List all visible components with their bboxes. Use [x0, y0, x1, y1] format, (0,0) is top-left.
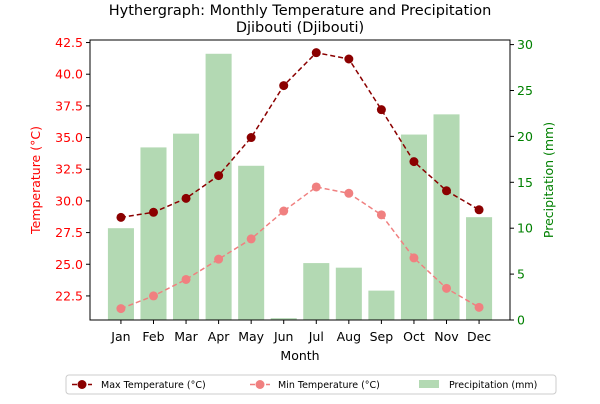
x-tick-label: Jul [308, 329, 324, 344]
x-tick-label: Dec [467, 329, 491, 344]
max-temp-point-mar [181, 193, 191, 203]
x-tick-label: Jun [273, 329, 294, 344]
right-tick-label: 0 [517, 313, 525, 328]
x-tick-label: Aug [337, 329, 361, 344]
left-tick-label: 35.0 [55, 130, 83, 145]
left-y-axis: 22.5 25.0 27.5 30.0 32.5 35.0 37.5 40.0 42.5 [55, 35, 90, 303]
min-temp-point-jun [279, 206, 289, 216]
x-tick-label: May [238, 329, 264, 344]
precipitation-bars [107, 53, 493, 320]
legend-min-marker [255, 380, 265, 389]
min-temp-point-sep [376, 210, 386, 220]
chart-title: Hythergraph: Monthly Temperature and Pre… [109, 3, 492, 19]
legend-precip-label: Precipitation (mm) [449, 380, 537, 391]
x-axis: Jan Feb Mar Apr May Jun Jul Aug Sep Oct Nov Dec [110, 320, 491, 344]
x-tick-label: Nov [434, 329, 459, 344]
left-tick-label: 37.5 [55, 98, 83, 113]
left-tick-label: 40.0 [55, 67, 83, 82]
min-temp-point-feb [148, 291, 158, 301]
max-temp-point-jan [116, 212, 126, 222]
max-temp-point-feb [148, 207, 158, 217]
left-tick-label: 42.5 [55, 35, 83, 50]
temperature-lines [116, 48, 484, 314]
legend-frame [65, 374, 557, 395]
max-temp-point-jul [311, 48, 321, 58]
left-tick-label: 25.0 [55, 257, 83, 272]
right-tick-label: 10 [517, 221, 533, 236]
min-temp-point-aug [344, 188, 354, 198]
x-tick-label: Oct [403, 329, 425, 344]
precip-bar-aug [335, 267, 362, 320]
left-tick-label: 32.5 [55, 162, 83, 177]
min-temp-point-apr [214, 254, 224, 264]
max-temp-point-dec [474, 205, 484, 215]
chart-subtitle: Djibouti (Djibouti) [236, 20, 364, 36]
precip-bar-jun [270, 318, 297, 320]
max-temp-line [120, 51, 480, 219]
x-axis-label: Month [280, 348, 319, 363]
legend-precip-swatch [419, 380, 439, 388]
x-tick-label: Jan [110, 329, 130, 344]
precip-bar-jul [303, 263, 330, 320]
x-tick-label: Feb [142, 329, 164, 344]
plot-frame [89, 39, 511, 321]
legend: Max Temperature (°C) Min Temperature (°C… [65, 374, 557, 395]
min-temp-point-oct [409, 253, 419, 263]
min-temp-line [120, 186, 480, 310]
max-temp-point-aug [344, 54, 354, 64]
left-tick-label: 30.0 [55, 193, 83, 208]
right-tick-label: 25 [517, 83, 533, 98]
right-y-axis-label: Precipitation (mm) [541, 122, 556, 238]
left-tick-label: 22.5 [55, 288, 83, 303]
max-temp-point-oct [409, 157, 419, 167]
right-y-axis: 0 5 10 15 20 25 30 [510, 37, 533, 328]
min-temp-point-mar [181, 274, 191, 284]
max-temp-point-apr [214, 171, 224, 181]
max-temp-point-may [246, 133, 256, 143]
right-tick-label: 5 [517, 267, 525, 282]
left-y-axis-label: Temperature (°C) [28, 126, 43, 235]
max-temp-point-sep [376, 105, 386, 115]
x-tick-label: Apr [208, 329, 230, 344]
legend-max-marker [77, 380, 87, 389]
min-temp-point-nov [442, 283, 452, 293]
min-temp-point-dec [474, 302, 484, 312]
min-temp-point-may [246, 234, 256, 244]
right-tick-label: 15 [517, 175, 533, 190]
precip-bar-sep [368, 290, 395, 320]
max-temp-point-nov [442, 186, 452, 196]
max-temp-point-jun [279, 81, 289, 91]
precip-bar-apr [205, 53, 232, 320]
x-tick-label: Sep [370, 329, 394, 344]
x-tick-label: Mar [174, 329, 198, 344]
precip-bar-mar [173, 133, 200, 320]
right-tick-label: 20 [517, 129, 533, 144]
min-temp-point-jul [311, 182, 321, 192]
legend-max-label: Max Temperature (°C) [101, 380, 206, 391]
legend-min-label: Min Temperature (°C) [278, 380, 380, 391]
left-tick-label: 27.5 [55, 225, 83, 240]
min-temp-point-jan [116, 304, 126, 314]
right-tick-label: 30 [517, 37, 533, 52]
